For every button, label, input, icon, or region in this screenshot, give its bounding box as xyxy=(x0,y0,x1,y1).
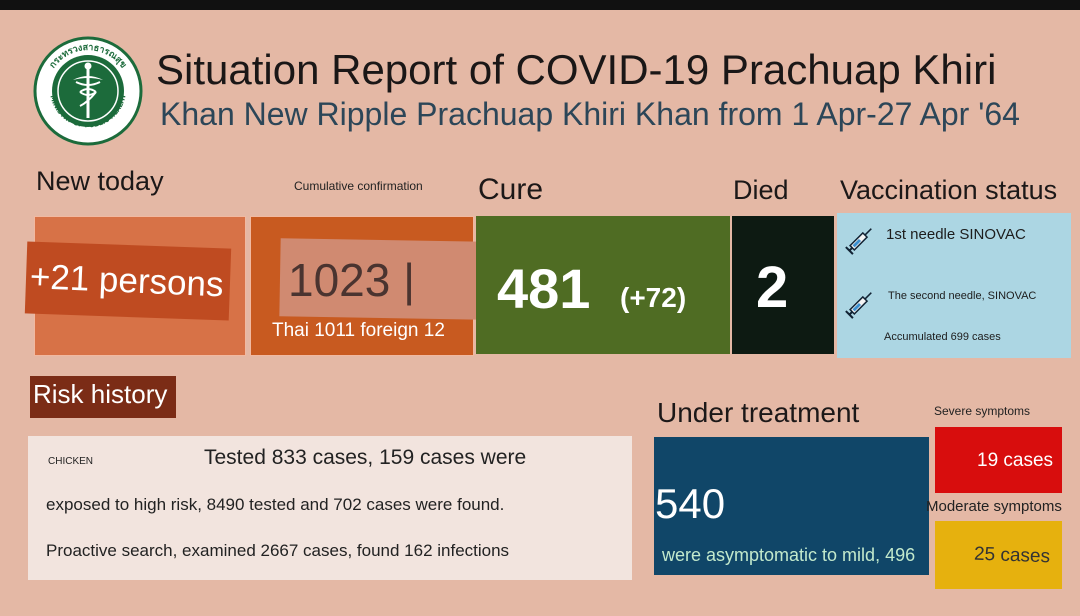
report-subtitle: Khan New Ripple Prachuap Khiri Khan from… xyxy=(160,96,1020,132)
syringe-icon xyxy=(845,228,872,255)
died-card xyxy=(732,216,834,354)
vaccination-label: Vaccination status xyxy=(840,175,1058,205)
cure-label: Cure xyxy=(478,173,544,206)
severe-symptoms-card xyxy=(935,427,1062,493)
cure-card xyxy=(476,216,730,354)
vaccination-first-dose: 1st needle SINOVAC xyxy=(886,226,1026,243)
under-treatment-card xyxy=(654,437,929,575)
died-value: 2 xyxy=(756,255,789,320)
ministry-of-public-health-seal-icon: กระทรวงสาธารณสุข MINISTRY OF PUBLIC HEAL… xyxy=(33,36,143,146)
died-label: Died xyxy=(733,175,789,205)
new-today-value: +21 persons xyxy=(29,257,225,305)
risk-history-tag: CHICKEN xyxy=(48,456,94,467)
severe-symptoms-value: 19 cases xyxy=(977,450,1054,471)
moderate-symptoms-card xyxy=(935,521,1062,589)
cumulative-value: 1023 | xyxy=(288,254,416,306)
risk-history-line: Proactive search, examined 2667 cases, f… xyxy=(46,541,510,560)
moderate-symptoms-label: Moderate symptoms xyxy=(926,498,1062,515)
under-treatment-value: 540 xyxy=(655,480,726,527)
vaccination-second-dose: The second needle, SINOVAC xyxy=(888,290,1037,302)
top-border xyxy=(0,0,1080,10)
vaccination-card xyxy=(837,213,1071,358)
syringe-icon xyxy=(845,292,872,319)
under-treatment-label: Under treatment xyxy=(657,397,860,428)
risk-history-label-background xyxy=(30,376,176,418)
risk-history-line: Tested 833 cases, 159 cases were xyxy=(204,446,527,469)
severe-symptoms-label: Severe symptoms xyxy=(934,404,1031,418)
report-title: Situation Report of COVID-19 Prachuap Kh… xyxy=(156,46,997,93)
risk-history-line: exposed to high risk, 8490 tested and 70… xyxy=(46,495,505,514)
moderate-symptoms-value: 25 cases xyxy=(973,543,1051,568)
cumulative-label: Cumulative confirmation xyxy=(294,179,423,193)
new-today-label: New today xyxy=(36,166,164,196)
risk-history-card xyxy=(28,436,632,580)
vaccination-accumulated: Accumulated 699 cases xyxy=(884,331,1001,343)
cure-delta: (+72) xyxy=(620,282,687,313)
under-treatment-mild: were asymptomatic to mild, 496 xyxy=(662,545,916,565)
cure-value: 481 xyxy=(497,257,591,320)
cumulative-breakdown: Thai 1011 foreign 12 xyxy=(272,320,445,341)
risk-history-label: Risk history xyxy=(33,379,168,409)
